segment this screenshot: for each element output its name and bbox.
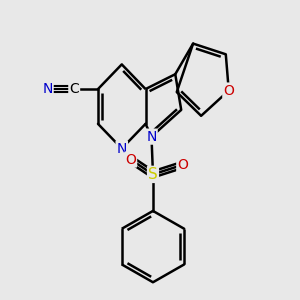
Text: N: N: [42, 82, 52, 96]
Text: O: O: [177, 158, 188, 172]
Text: O: O: [125, 152, 136, 167]
Text: N: N: [146, 130, 157, 144]
Text: O: O: [223, 84, 234, 98]
Text: S: S: [148, 167, 158, 182]
Text: C: C: [69, 82, 79, 96]
Text: N: N: [117, 142, 127, 155]
